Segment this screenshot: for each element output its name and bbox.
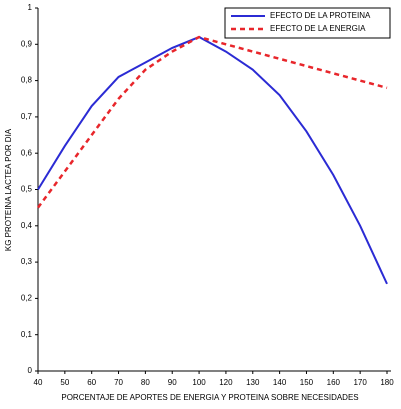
x-tick-label: 130 <box>246 378 260 387</box>
x-tick-label: 120 <box>219 378 233 387</box>
x-tick-label: 40 <box>34 378 43 387</box>
x-tick-label: 140 <box>273 378 287 387</box>
y-tick-label: 0,2 <box>21 294 33 303</box>
y-tick-label: 0,6 <box>21 148 33 157</box>
y-tick-label: 0,5 <box>21 185 33 194</box>
series-line <box>37 35 388 285</box>
x-tick-label: 150 <box>300 378 314 387</box>
x-tick-label: 80 <box>141 378 150 387</box>
y-tick-label: 1 <box>28 3 33 12</box>
x-tick-label: 90 <box>168 378 177 387</box>
x-tick-label: 160 <box>327 378 341 387</box>
x-tick-label: 180 <box>380 378 394 387</box>
series-line <box>36 35 388 209</box>
y-axis-label: KG PROTEINA LACTEA POR DIA <box>4 128 13 251</box>
legend-label: EFECTO DE LA ENERGIA <box>270 24 366 33</box>
y-tick-label: 0,3 <box>21 257 33 266</box>
x-tick-label: 60 <box>87 378 96 387</box>
legend-box <box>224 7 391 39</box>
x-tick-label: 50 <box>60 378 69 387</box>
y-tick-label: 0,7 <box>21 112 33 121</box>
y-tick-label: 0,4 <box>21 221 33 230</box>
legend-label: EFECTO DE LA PROTEINA <box>270 11 371 20</box>
x-axis-label: PORCENTAJE DE APORTES DE ENERGIA Y PROTE… <box>61 393 358 402</box>
y-tick-label: 0,1 <box>21 330 33 339</box>
x-tick-label: 170 <box>353 378 367 387</box>
x-tick-label: 100 <box>192 378 206 387</box>
y-tick-label: 0,8 <box>21 76 33 85</box>
y-tick-label: 0 <box>28 366 33 375</box>
y-tick-label: 0,9 <box>21 39 33 48</box>
x-tick-label: 70 <box>114 378 123 387</box>
